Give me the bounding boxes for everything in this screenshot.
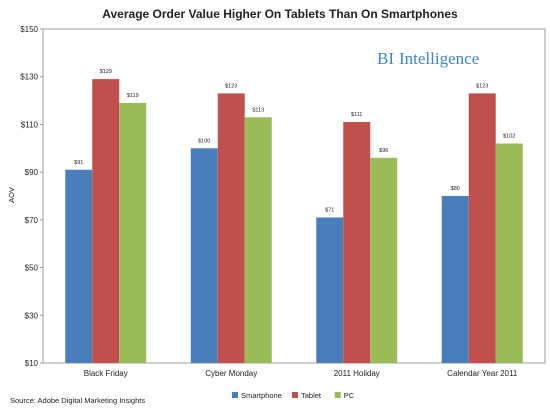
y-tick-label: $150 [20,25,38,34]
bar-smartphone-3 [316,217,344,363]
y-tick-label: $50 [25,264,39,273]
x-category-label: Calendar Year 2011 [447,369,518,378]
x-category-label: 2011 Holiday [334,369,380,378]
y-tick-label: $130 [20,73,38,82]
data-label: $71 [325,207,334,213]
data-label: $113 [252,107,264,113]
bar-tablet-3 [343,122,371,364]
brand-wordmark: BI Intelligence [377,49,479,68]
data-label: $91 [74,160,83,166]
bar-tablet-2 [217,93,245,364]
bar-pc-3 [370,157,398,363]
data-label: $96 [379,148,388,154]
chart-title: Average Order Value Higher On Tablets Th… [102,7,458,21]
legend: Smartphone Tablet PC [232,391,355,400]
y-tick-label: $10 [25,359,39,368]
source-note: Source: Adobe Digital Marketing Insights [10,396,145,405]
brand-rest: Intelligence [399,49,479,68]
x-category-label: Black Friday [84,369,128,378]
brand-logo: BI Intelligence [377,49,479,68]
plot-area: $10 $30 $50 $70 $90 $110 $130 $150 $91 $129 $119 Bl… [20,25,546,378]
legend-swatch-tablet [292,392,298,398]
data-label: $111 [351,112,362,118]
y-tick-label: $90 [25,168,39,177]
x-category-label: Cyber Monday [205,369,257,378]
legend-label-pc: PC [344,391,355,400]
y-tick-label: $70 [25,216,39,225]
legend-swatch-pc [334,392,341,398]
bar-tablet-4 [468,93,496,364]
data-label: $100 [198,138,210,144]
y-tick-label: $110 [21,120,39,129]
y-axis-title: AOV [7,187,16,203]
legend-label-smartphone: Smartphone [241,391,282,400]
data-label: $102 [503,134,515,140]
bar-smartphone-4 [441,196,469,363]
bar-pc-4 [495,143,523,363]
legend-label-tablet: Tablet [301,391,322,400]
data-label: $119 [127,93,139,99]
data-label: $80 [451,186,460,192]
bar-tablet-1 [92,79,120,363]
plot-frame [42,28,546,364]
data-label: $129 [100,69,112,75]
brand-first: BI [377,49,394,68]
bar-pc-1 [119,102,147,363]
legend-swatch-smartphone [232,392,238,398]
data-label: $123 [476,83,488,89]
y-tick-label: $30 [25,311,39,320]
bar-smartphone-2 [190,148,218,363]
bar-smartphone-1 [65,169,93,363]
data-label: $123 [225,83,237,89]
bar-pc-2 [244,117,272,364]
